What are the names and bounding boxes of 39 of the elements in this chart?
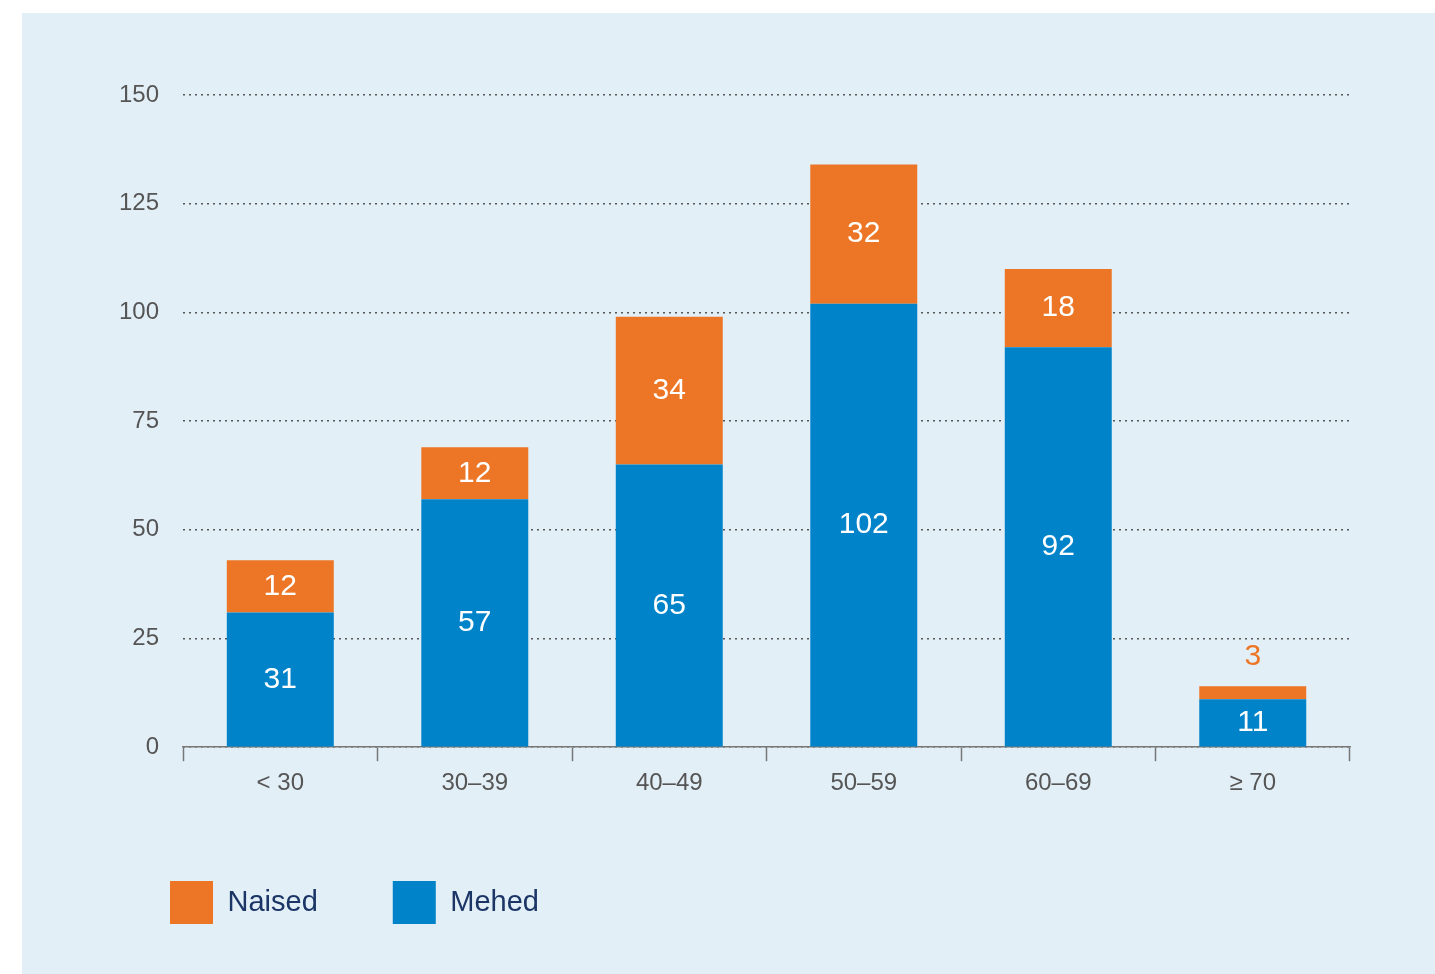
data-label: 12 xyxy=(458,454,492,488)
y-tick-label: 100 xyxy=(119,297,160,325)
y-tick-label: 25 xyxy=(132,623,160,651)
bar xyxy=(421,447,529,500)
legend-label: Mehed xyxy=(450,884,539,917)
bar xyxy=(1004,347,1112,747)
bar xyxy=(615,316,723,465)
x-tick-label: 40–49 xyxy=(635,768,703,796)
bar xyxy=(226,612,334,747)
data-label: 12 xyxy=(263,567,297,601)
y-tick-label: 150 xyxy=(119,79,160,107)
x-tick-label: 60–69 xyxy=(1024,768,1092,796)
data-label: 34 xyxy=(652,371,686,405)
bar xyxy=(226,560,334,613)
data-label: 32 xyxy=(847,215,881,249)
x-tick-label: ≥ 70 xyxy=(1229,768,1277,796)
y-tick-label: 125 xyxy=(119,188,160,216)
data-label: 11 xyxy=(1237,704,1269,738)
data-label: 65 xyxy=(652,586,686,620)
y-tick-label: 75 xyxy=(132,405,160,433)
bar xyxy=(615,464,723,747)
bar xyxy=(1004,268,1112,348)
data-label: 102 xyxy=(838,506,889,540)
bar xyxy=(810,303,918,747)
data-label: 3 xyxy=(1244,637,1262,671)
bar xyxy=(810,164,918,304)
bar xyxy=(421,499,529,747)
data-label: 18 xyxy=(1041,289,1075,323)
legend-label: Naised xyxy=(227,884,318,917)
bar xyxy=(1199,686,1307,700)
y-tick-label: 50 xyxy=(132,514,160,542)
x-tick-label: 30–39 xyxy=(441,768,509,796)
x-tick-label: < 30 xyxy=(256,768,304,796)
y-tick-label: 0 xyxy=(145,731,160,759)
data-label: 92 xyxy=(1041,528,1075,562)
x-tick-label: 50–59 xyxy=(830,768,898,796)
bar xyxy=(1199,699,1307,747)
data-label: 57 xyxy=(458,604,492,638)
data-label: 31 xyxy=(263,660,297,694)
